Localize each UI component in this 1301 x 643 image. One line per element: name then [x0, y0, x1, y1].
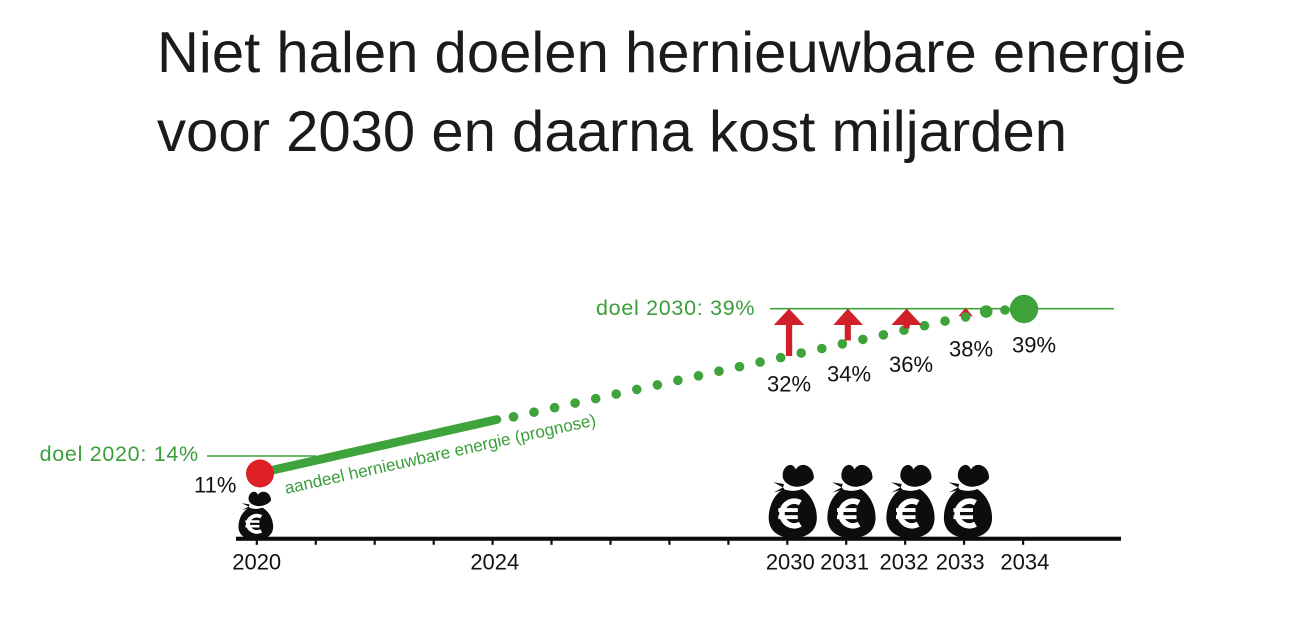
- svg-text:2032: 2032: [880, 550, 929, 575]
- svg-text:2024: 2024: [470, 550, 519, 575]
- svg-text:36%: 36%: [889, 352, 933, 377]
- svg-text:39%: 39%: [1012, 333, 1056, 358]
- svg-text:2020: 2020: [232, 550, 281, 575]
- svg-text:32%: 32%: [767, 372, 811, 397]
- svg-text:11%: 11%: [194, 473, 236, 498]
- svg-text:38%: 38%: [949, 337, 993, 362]
- svg-text:doel 2020: 14%: doel 2020: 14%: [40, 442, 199, 466]
- svg-text:doel 2030: 39%: doel 2030: 39%: [596, 296, 755, 320]
- svg-text:34%: 34%: [827, 362, 871, 387]
- svg-text:2030: 2030: [766, 550, 815, 575]
- svg-text:2033: 2033: [936, 550, 985, 575]
- svg-text:2031: 2031: [820, 550, 869, 575]
- svg-text:2034: 2034: [1000, 550, 1049, 575]
